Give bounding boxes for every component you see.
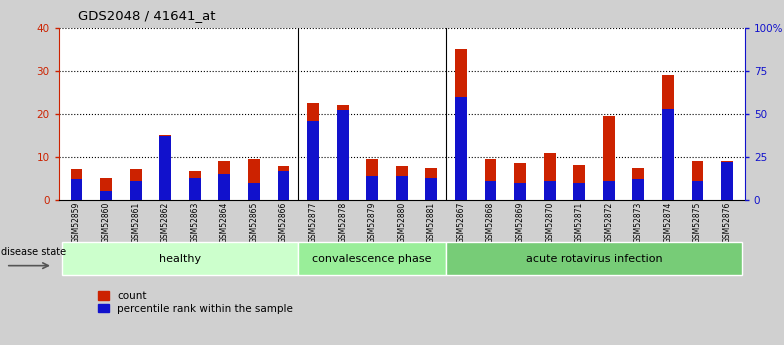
Bar <box>337 105 349 200</box>
Bar <box>573 183 585 200</box>
Bar <box>396 166 408 200</box>
Bar <box>514 164 526 200</box>
Bar <box>485 159 496 200</box>
Bar <box>366 159 378 200</box>
Bar <box>278 166 289 200</box>
Bar <box>278 171 289 200</box>
Bar <box>159 136 171 200</box>
Bar <box>633 179 644 200</box>
Bar <box>366 176 378 200</box>
Bar <box>71 179 82 200</box>
Bar <box>189 178 201 200</box>
Bar <box>307 121 319 200</box>
Bar <box>337 110 349 200</box>
Bar <box>662 109 673 200</box>
Text: acute rotavirus infection: acute rotavirus infection <box>526 254 662 264</box>
Bar <box>426 168 437 200</box>
Text: disease state: disease state <box>1 247 67 257</box>
Bar <box>219 174 230 200</box>
Bar <box>248 183 260 200</box>
Bar <box>219 161 230 200</box>
Text: GDS2048 / 41641_at: GDS2048 / 41641_at <box>78 9 216 22</box>
Bar <box>307 103 319 200</box>
Bar <box>130 169 142 200</box>
Bar <box>248 159 260 200</box>
Bar <box>721 161 733 200</box>
Bar <box>662 75 673 200</box>
Bar <box>159 136 171 200</box>
Bar <box>691 161 703 200</box>
Bar <box>633 168 644 200</box>
Bar <box>189 171 201 200</box>
Bar <box>691 181 703 200</box>
Bar <box>603 181 615 200</box>
Text: healthy: healthy <box>159 254 201 264</box>
Bar <box>573 165 585 200</box>
Bar <box>100 191 112 200</box>
Legend: count, percentile rank within the sample: count, percentile rank within the sample <box>98 291 293 314</box>
Bar <box>544 181 556 200</box>
Bar <box>603 116 615 200</box>
Bar <box>298 242 446 275</box>
Bar <box>455 97 466 200</box>
Bar <box>396 176 408 200</box>
Bar <box>544 152 556 200</box>
Text: convalescence phase: convalescence phase <box>313 254 432 264</box>
Bar <box>62 242 298 275</box>
Bar <box>130 181 142 200</box>
Bar <box>446 242 742 275</box>
Bar <box>71 169 82 200</box>
Bar <box>485 181 496 200</box>
Bar <box>426 178 437 200</box>
Bar <box>514 183 526 200</box>
Bar <box>455 49 466 200</box>
Bar <box>721 162 733 200</box>
Bar <box>100 178 112 200</box>
